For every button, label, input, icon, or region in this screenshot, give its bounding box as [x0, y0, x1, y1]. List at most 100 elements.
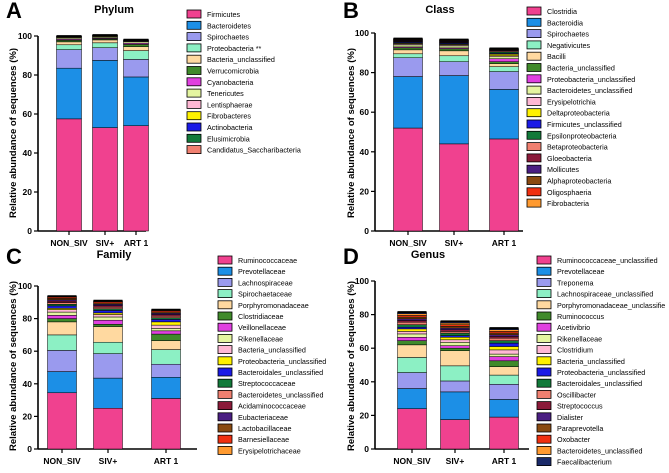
legend-label: Eubacteriaceae	[238, 413, 288, 422]
bar-segment	[123, 125, 149, 232]
legend-label: Clostridium	[557, 346, 593, 355]
bar-segment	[393, 47, 423, 51]
bar-segment	[489, 66, 519, 72]
legend-swatch	[536, 289, 552, 299]
legend-swatch	[536, 277, 552, 287]
bar-segment	[93, 319, 123, 325]
legend-label: Proteobacteria_unclassified	[238, 357, 326, 366]
legend-label: Lachnospiraceae_unclassified	[557, 290, 653, 299]
bar-segment	[440, 391, 470, 420]
bar-segment	[439, 55, 469, 62]
bar-segment	[489, 416, 519, 450]
bar-segment	[440, 380, 470, 393]
y-tick-label: 100	[355, 276, 369, 286]
legend-swatch	[217, 277, 233, 287]
legend-label: Lactobacillaceae	[238, 424, 292, 433]
x-tick-label: SIV+	[446, 456, 465, 466]
y-tick-label: 20	[23, 411, 33, 421]
bar-segment	[47, 350, 77, 372]
bar-segment	[393, 44, 423, 48]
bar-segment	[397, 331, 427, 335]
bar-segment	[489, 360, 519, 367]
y-axis-label: Relative abundance of sequences (%)	[346, 281, 357, 451]
y-tick-label: 40	[23, 148, 33, 158]
legend-label: Tenericutes	[207, 89, 244, 98]
chart-title: Genus	[411, 249, 445, 261]
bar-segment	[440, 327, 470, 330]
bar-segment	[93, 408, 123, 450]
panel-letter: A	[6, 0, 22, 23]
bar-segment	[489, 346, 519, 351]
bar-segment	[151, 377, 181, 399]
legend-swatch	[217, 423, 233, 433]
bar-segment	[440, 322, 470, 325]
bar-segment	[151, 340, 181, 350]
legend-label: Veillonellaceae	[238, 323, 286, 332]
bar-segment	[489, 61, 519, 64]
legend-swatch	[536, 300, 552, 310]
bar-segment	[56, 44, 82, 50]
bar-segment	[489, 342, 519, 347]
y-tick-label: 60	[360, 343, 370, 353]
bar-segment	[489, 399, 519, 418]
bar-segment	[397, 344, 427, 358]
legend-label: Bacteroidetes_unclassified	[238, 390, 324, 399]
y-tick-label: 0	[364, 444, 369, 454]
bar-segment	[47, 392, 77, 450]
legend-swatch	[536, 266, 552, 276]
bar-segment	[439, 45, 469, 49]
legend-label: Firmicutes_unclassified	[547, 120, 622, 129]
legend-label: Gloeobacteria	[547, 154, 592, 163]
x-tick-label: NON_SIV	[43, 456, 81, 466]
y-tick-label: 0	[27, 226, 32, 236]
legend-label: Fibrobacteres	[207, 112, 251, 121]
bar-segment	[93, 377, 123, 409]
bar-segment	[489, 63, 519, 67]
bar-segment	[397, 328, 427, 332]
legend-swatch	[217, 345, 233, 355]
bar-segment	[397, 315, 427, 318]
legend-swatch	[217, 367, 233, 377]
x-tick-label: SIV+	[99, 456, 118, 466]
bar-segment	[151, 321, 181, 326]
chart-panel-a: A Phylum Relative abundance of sequences (…	[6, 0, 301, 248]
bar-segment	[489, 56, 519, 59]
legend-label: Bacteroidales_unclassified	[557, 379, 642, 388]
legend-swatch	[536, 311, 552, 321]
bar-segment	[393, 127, 423, 232]
x-tick-label: NON_SIV	[393, 456, 431, 466]
bar-segment	[439, 75, 469, 145]
bar-segment	[151, 333, 181, 341]
legend-label: Bacilli	[547, 52, 566, 61]
bar-segment	[489, 356, 519, 362]
legend-swatch	[526, 108, 542, 118]
bar-segment	[47, 311, 77, 316]
bar-segment	[47, 334, 77, 351]
legend-label: Streptococcus	[557, 402, 603, 411]
panel-letter: B	[343, 0, 359, 23]
legend-label: Treponema	[557, 278, 594, 287]
legend-label: Proteobacteria_unclassified	[557, 368, 645, 377]
legend-label: Paraprevotella	[557, 424, 603, 433]
legend-label: Spirochaetaceae	[238, 290, 292, 299]
legend-label: Mollicutes	[547, 165, 579, 174]
bar-segment	[47, 315, 77, 319]
legend-swatch	[526, 85, 542, 95]
y-tick-label: 60	[23, 346, 33, 356]
legend-swatch	[526, 29, 542, 39]
legend-label: Clostridiaceae	[238, 312, 284, 321]
y-tick-label: 0	[364, 226, 369, 236]
legend-swatch	[526, 40, 542, 50]
legend: Ruminococcaceae_unclassified Prevotellace…	[536, 255, 665, 467]
legend: Firmicutes Bacteroidetes Spirochaetes Prote…	[186, 9, 301, 155]
legend-swatch	[536, 423, 552, 433]
bar-segment	[440, 332, 470, 336]
legend-label: Candidatus_Saccharibacteria	[207, 146, 301, 155]
legend-label: Bacteroidia	[547, 18, 583, 27]
y-tick-label: 20	[23, 187, 33, 197]
bar-segment	[489, 337, 519, 341]
y-axis-label: Relative abundance of sequences (%)	[8, 48, 19, 218]
legend-swatch	[217, 445, 233, 455]
legend-label: Porphyromonadaceae_unclassifie	[557, 301, 665, 310]
legend-swatch	[186, 66, 202, 75]
